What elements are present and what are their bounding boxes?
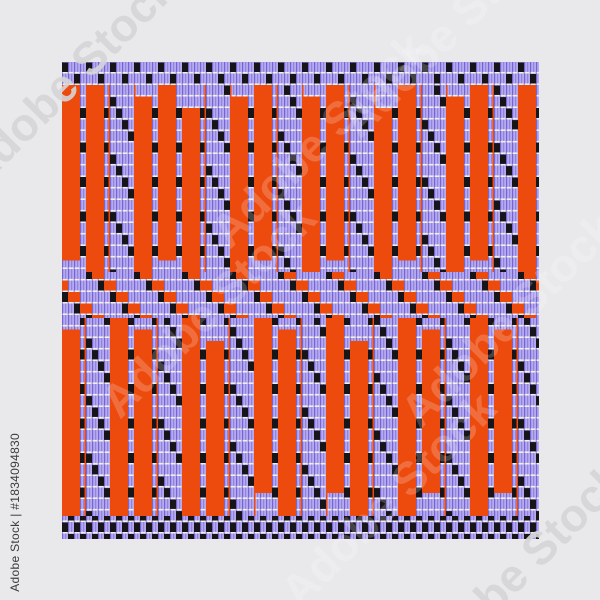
pattern-artwork [62, 62, 539, 539]
stock-id-label: Adobe Stock | #1834094830 [8, 433, 22, 592]
upper-bar-section [62, 85, 539, 272]
lower-bar-section [62, 318, 539, 516]
